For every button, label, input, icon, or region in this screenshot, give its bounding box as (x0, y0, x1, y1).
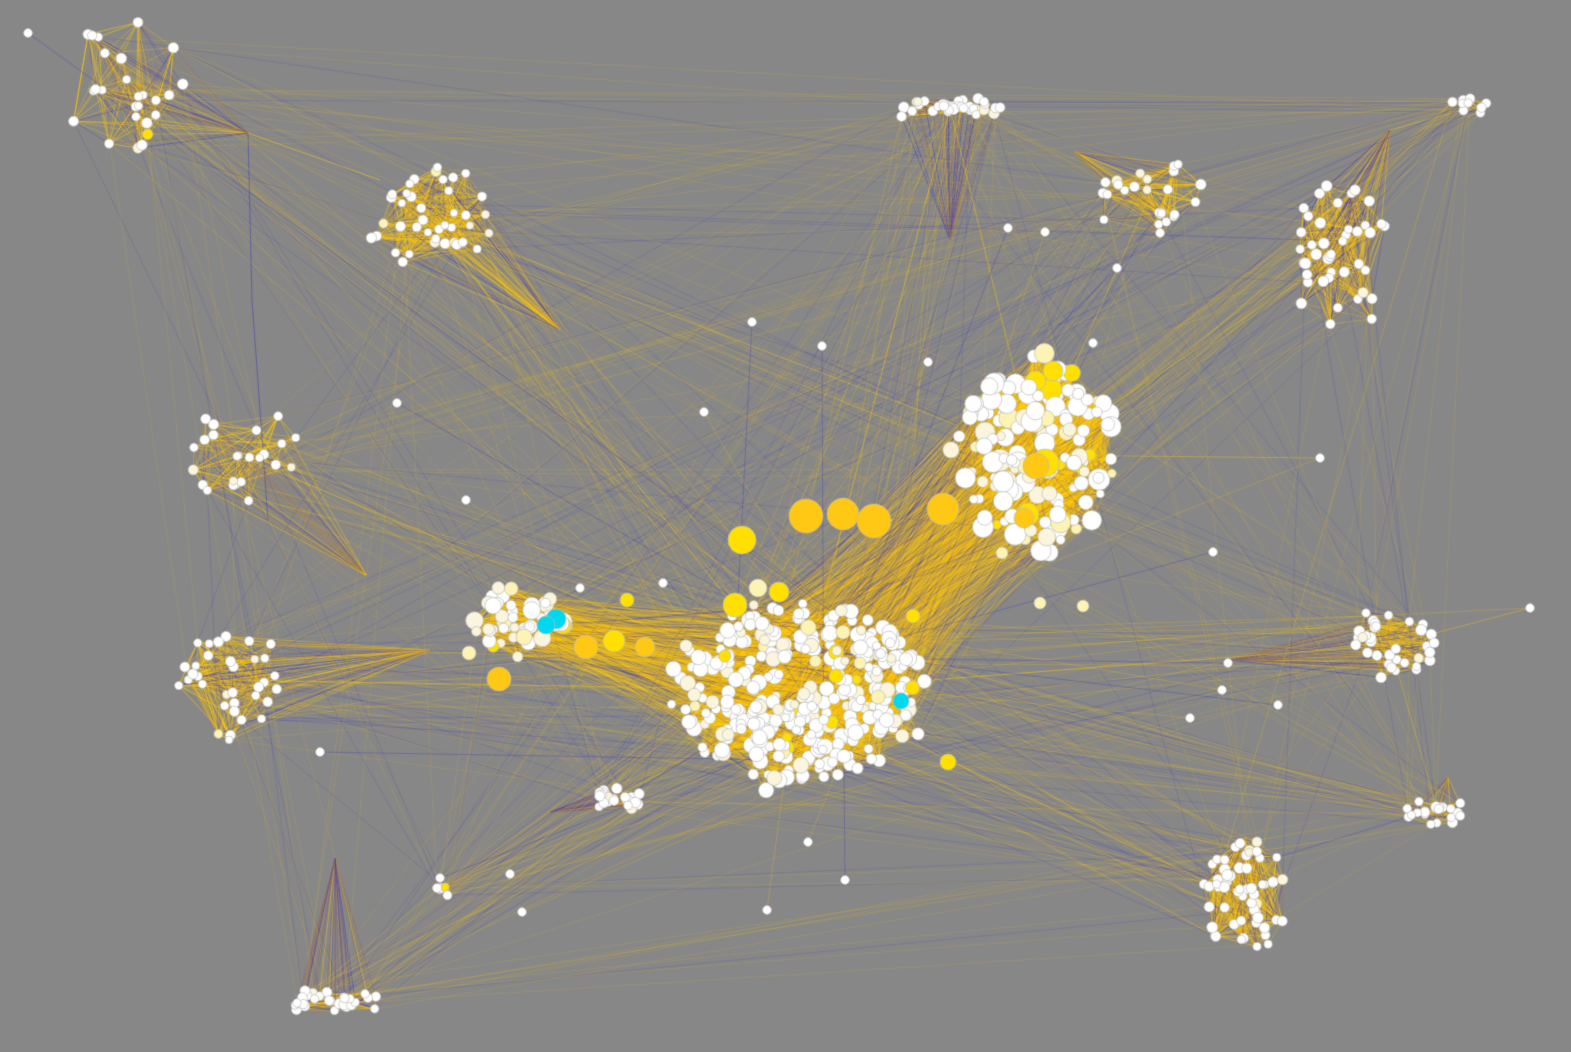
network-graph-visualization (0, 0, 1571, 1052)
graph-canvas[interactable] (0, 0, 1571, 1052)
